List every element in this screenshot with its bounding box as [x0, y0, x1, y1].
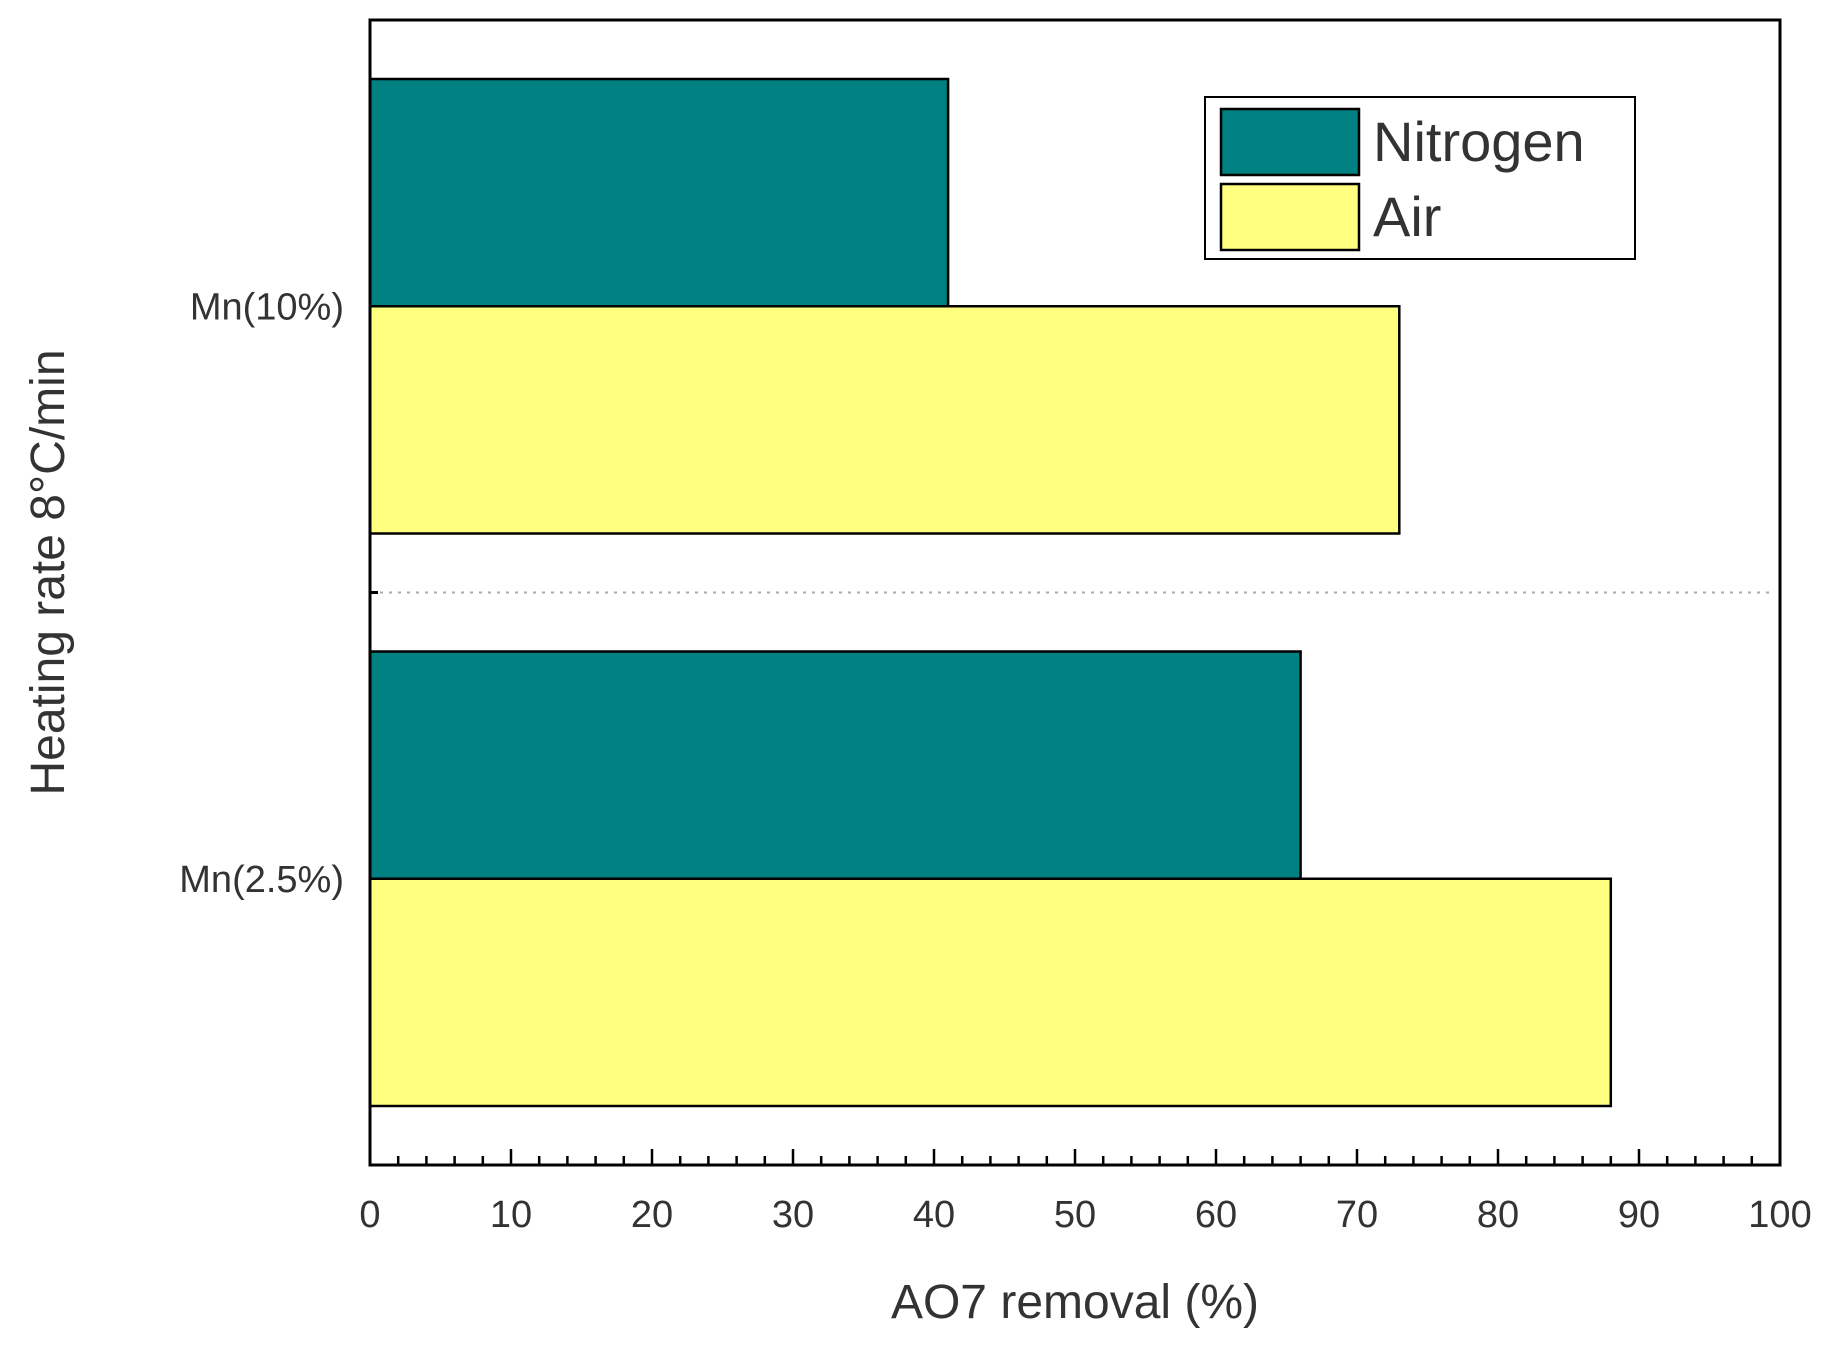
x-tick-label: 10 [490, 1194, 532, 1236]
x-tick-label: 100 [1748, 1194, 1811, 1236]
bars-layer [368, 77, 1613, 1108]
x-tick-label: 60 [1195, 1194, 1237, 1236]
bar-nitrogen-2 [368, 650, 1302, 880]
legend-swatch-air [1219, 182, 1361, 252]
bar-air-1 [368, 305, 1401, 535]
bar-air-2 [368, 877, 1613, 1108]
x-tick-label: 40 [913, 1194, 955, 1236]
legend: Nitrogen Air [1204, 96, 1636, 260]
legend-label-air: Air [1373, 185, 1441, 248]
x-tick-label: 0 [359, 1194, 380, 1236]
y-axis-title: Heating rate 8°C/min [22, 349, 75, 795]
category-label: Mn(10%) [190, 286, 344, 328]
category-labels: Mn(10%) Mn(2.5%) [179, 286, 344, 901]
x-tick-label: 50 [1054, 1194, 1096, 1236]
category-label: Mn(2.5%) [179, 859, 344, 901]
x-tick-label: 20 [631, 1194, 673, 1236]
x-tick-label: 90 [1618, 1194, 1660, 1236]
x-tick-label: 80 [1477, 1194, 1519, 1236]
x-tick-labels: 0 10 20 30 40 50 60 70 80 90 100 [359, 1194, 1811, 1236]
legend-swatch-nitrogen [1219, 107, 1361, 177]
x-tick-label: 30 [772, 1194, 814, 1236]
bar-nitrogen-1 [368, 77, 950, 308]
legend-label-nitrogen: Nitrogen [1373, 110, 1585, 173]
x-tick-label: 70 [1336, 1194, 1378, 1236]
x-axis-title: AO7 removal (%) [891, 1276, 1259, 1329]
x-ticks [368, 591, 1782, 1165]
